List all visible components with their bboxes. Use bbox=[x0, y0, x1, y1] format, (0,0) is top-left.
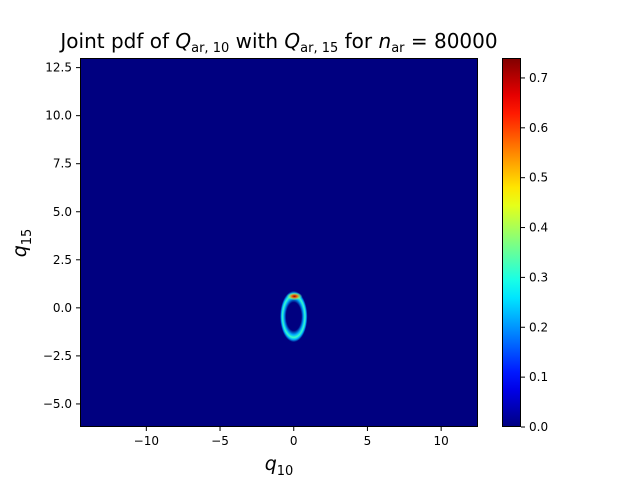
colorbar-tick-label: 0.5 bbox=[529, 171, 548, 185]
title-segment: = 80000 bbox=[405, 29, 498, 53]
x-axis-label: q10 bbox=[265, 453, 294, 479]
colorbar-frame bbox=[502, 58, 521, 427]
colorbar-ticks: 0.0 0.1 0.2 0.3 0.4 0.5 0.6 0.7 bbox=[521, 71, 548, 434]
y-tick-label: −2.5 bbox=[43, 349, 72, 363]
x-tick-label: 5 bbox=[364, 434, 372, 448]
colorbar-tick-label: 0.0 bbox=[529, 420, 548, 434]
x-tick-label: −5 bbox=[211, 434, 229, 448]
title-segment: with bbox=[229, 29, 284, 53]
colorbar-tick-label: 0.4 bbox=[529, 221, 548, 235]
chart-title: Joint pdf of Qar, 10 with Qar, 15 for na… bbox=[58, 29, 497, 56]
colorbar: 0.0 0.1 0.2 0.3 0.4 0.5 0.6 0.7 bbox=[502, 58, 548, 434]
colorbar-tick-label: 0.6 bbox=[529, 121, 548, 135]
colorbar-tick-label: 0.7 bbox=[529, 71, 548, 85]
y-axis-label: q15 bbox=[9, 229, 35, 258]
plot-frame bbox=[80, 58, 478, 427]
title-segment: ar bbox=[391, 41, 405, 56]
y-tick-label: 0.0 bbox=[53, 301, 72, 315]
title-segment: n bbox=[379, 29, 392, 53]
x-tick-label: 0 bbox=[290, 434, 298, 448]
x-axis: −10 −5 0 5 10 bbox=[134, 427, 449, 448]
density-ring bbox=[280, 290, 308, 343]
title-segment: ar, 10 bbox=[191, 41, 229, 56]
heatmap-background bbox=[80, 58, 478, 427]
title-segment: Joint pdf of bbox=[58, 29, 175, 53]
colorbar-tick-label: 0.1 bbox=[529, 370, 548, 384]
y-tick-label: 5.0 bbox=[53, 205, 72, 219]
title-segment: Q bbox=[175, 29, 191, 53]
x-tick-label: 10 bbox=[434, 434, 449, 448]
density-peak bbox=[286, 292, 303, 301]
colorbar-tick-label: 0.2 bbox=[529, 320, 548, 334]
y-tick-label: 10.0 bbox=[45, 109, 72, 123]
y-axis: −5.0 −2.5 0.0 2.5 5.0 7.5 10.0 12.5 bbox=[43, 61, 80, 411]
y-tick-label: −5.0 bbox=[43, 397, 72, 411]
y-tick-label: 7.5 bbox=[53, 157, 72, 171]
x-tick-label: −10 bbox=[134, 434, 159, 448]
y-tick-label: 12.5 bbox=[45, 61, 72, 75]
title-segment: Q bbox=[284, 29, 300, 53]
heatmap-plot-area bbox=[80, 58, 478, 427]
colorbar-gradient bbox=[502, 58, 521, 427]
title-segment: for bbox=[338, 29, 378, 53]
colorbar-tick-label: 0.3 bbox=[529, 270, 548, 284]
y-tick-label: 2.5 bbox=[53, 253, 72, 267]
title-segment: ar, 15 bbox=[300, 41, 338, 56]
